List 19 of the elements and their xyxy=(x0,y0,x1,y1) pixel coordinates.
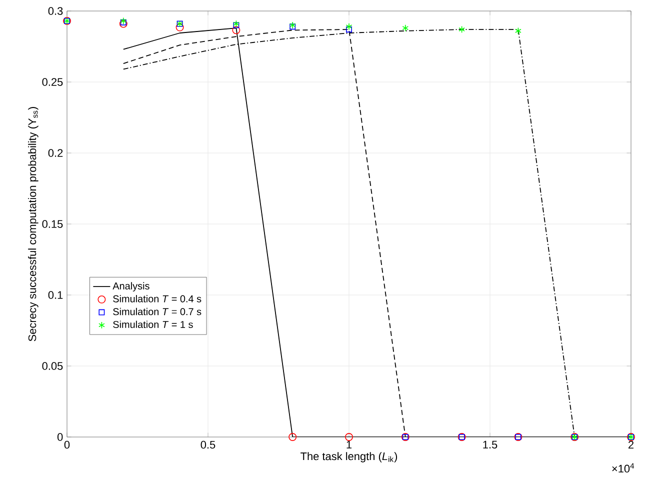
text: ×10$^{4}$ xyxy=(612,463,634,473)
x-axis-title: The task length (L$_{ik}$) xyxy=(300,452,398,462)
y-axis-title: Secrecy successful computation probability (Υ$_{ss}$) xyxy=(28,107,38,342)
x-tick-label: 1.5 xyxy=(483,440,498,448)
y-tick-label: 0.3 xyxy=(48,7,63,15)
legend-label: Simulation T = 0.7 s xyxy=(113,308,202,316)
y-tick-label: 0.15 xyxy=(42,220,63,228)
legend-label: Analysis xyxy=(112,282,150,292)
y-tick-label: 0.2 xyxy=(48,149,63,157)
legend-label: Simulation T = 0.4 s xyxy=(113,295,202,302)
x-tick-label: 1 xyxy=(346,440,352,448)
x-tick-label: 0 xyxy=(64,440,70,449)
y-tick-label: 0.25 xyxy=(42,78,63,86)
legend-label: Simulation T = 1 s xyxy=(113,320,193,328)
x-tick-label: 2 xyxy=(628,440,634,449)
y-tick-label: 0 xyxy=(57,433,63,441)
y-tick-label: 0.05 xyxy=(42,362,63,370)
x-tick-label: 0.5 xyxy=(200,440,216,449)
y-tick-label: 0.1 xyxy=(48,291,63,299)
